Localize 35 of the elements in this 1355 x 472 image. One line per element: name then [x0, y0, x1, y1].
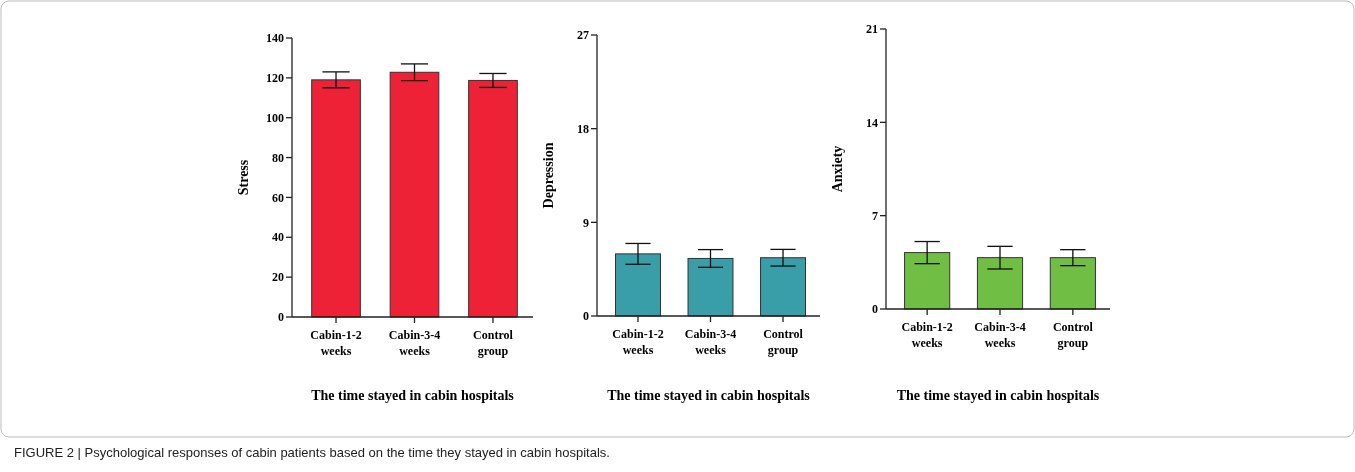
y-tick-label: 0: [278, 310, 284, 325]
y-tick-label: 60: [272, 190, 284, 205]
y-axis-title: Anxiety: [830, 145, 845, 193]
y-tick-label: 21: [866, 22, 878, 37]
x-axis-title: The time stayed in cabin hospitals: [607, 388, 811, 403]
y-axis-title: Stress: [236, 159, 251, 196]
y-tick-label: 0: [872, 302, 878, 317]
x-axis-title: The time stayed in cabin hospitals: [311, 388, 515, 403]
x-tick-label: Cabin-3-4 weeks: [388, 328, 441, 358]
y-tick-label: 9: [583, 215, 589, 230]
y-tick-label: 80: [272, 150, 284, 165]
y-tick-label: 0: [583, 309, 589, 324]
x-axis-title: The time stayed in cabin hospitals: [896, 388, 1100, 403]
x-tick-label: Control group: [763, 327, 804, 357]
y-tick-label: 140: [266, 31, 284, 46]
y-tick-label: 100: [266, 110, 284, 125]
x-tick-label: Cabin-3-4 weeks: [684, 327, 737, 357]
x-tick-label: Cabin-3-4 weeks: [974, 320, 1026, 350]
y-tick-label: 27: [577, 28, 589, 43]
x-tick-label: Cabin-1-2 weeks: [310, 328, 362, 358]
y-tick-label: 40: [272, 230, 284, 245]
x-tick-label: Cabin-1-2 weeks: [901, 320, 953, 350]
y-axis-title: Depression: [541, 142, 556, 209]
y-tick-label: 20: [272, 270, 284, 285]
caption: FIGURE 2 | Psychological responses of cabin patients based on the time they stayed in cabin hospitals.: [14, 445, 610, 460]
y-tick-label: 7: [872, 208, 878, 223]
y-tick-label: 120: [266, 71, 284, 86]
y-tick-label: 18: [577, 121, 589, 136]
x-tick-label: Control group: [1052, 320, 1094, 350]
bar: [389, 71, 440, 318]
x-tick-label: Cabin-1-2 weeks: [612, 327, 664, 357]
bar: [468, 79, 518, 318]
x-tick-label: Control group: [473, 328, 514, 358]
bar: [311, 79, 361, 318]
y-tick-label: 14: [866, 115, 878, 130]
